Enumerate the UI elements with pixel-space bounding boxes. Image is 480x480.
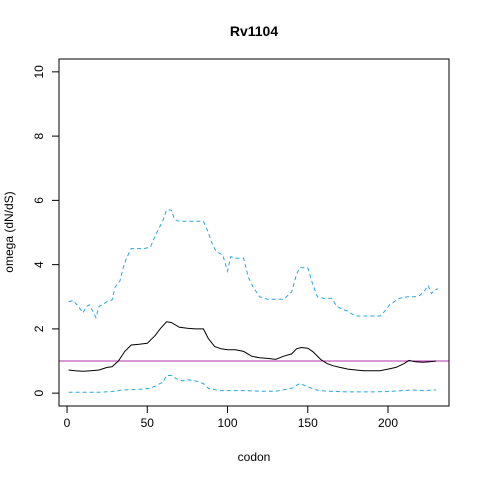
x-axis-label: codon	[238, 450, 271, 464]
y-tick-label: 0	[32, 389, 46, 396]
y-tick-label: 6	[32, 197, 46, 204]
y-tick-label: 2	[32, 325, 46, 332]
x-tick-label: 200	[378, 416, 398, 430]
x-tick-label: 0	[64, 416, 71, 430]
y-tick-label: 8	[32, 132, 46, 139]
x-axis: 0 50 100 150 200	[64, 405, 398, 430]
x-tick-label: 150	[298, 416, 318, 430]
y-tick-label: 4	[32, 261, 46, 268]
y-tick-label: 10	[32, 65, 46, 79]
x-tick-label: 50	[141, 416, 155, 430]
plot-lines	[59, 209, 449, 393]
plot-frame	[58, 58, 450, 407]
y-axis: 0 2 4 6 8 10	[32, 65, 60, 396]
series-line-lower	[68, 375, 437, 393]
series-line-upper	[68, 209, 439, 319]
series-line-mean	[68, 321, 437, 372]
x-tick-label: 100	[218, 416, 238, 430]
y-axis-label: omega (dN/dS)	[2, 191, 16, 272]
chart-title: Rv1104	[230, 23, 278, 39]
